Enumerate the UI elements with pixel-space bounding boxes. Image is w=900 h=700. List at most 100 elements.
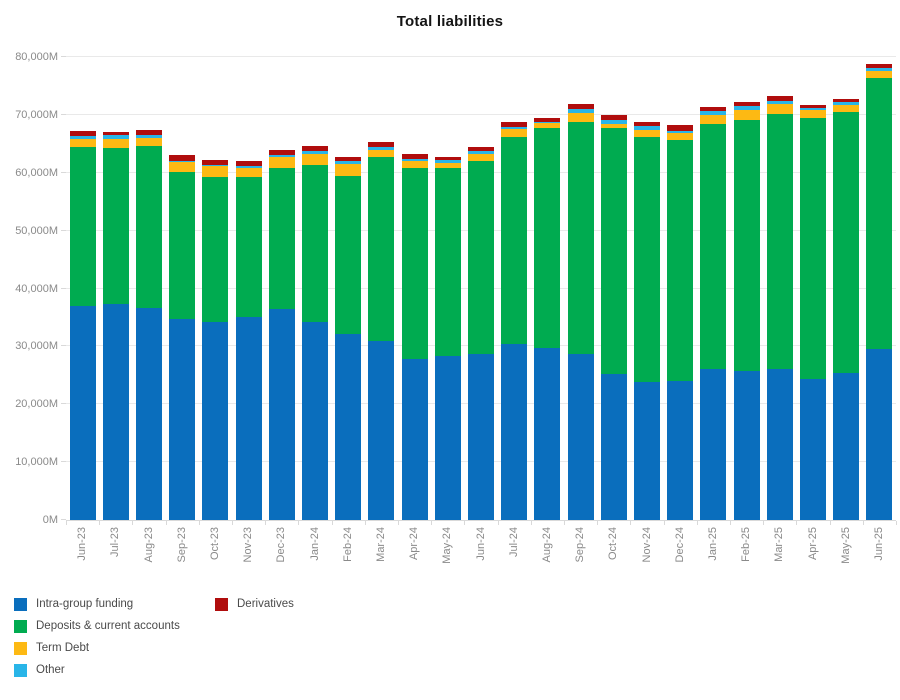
bar-segment-intra-group-funding-jul-23[interactable] (102, 304, 129, 520)
bar-segment-term-debt-jul-24[interactable] (501, 128, 528, 137)
bar-segment-derivatives-jan-25[interactable] (700, 106, 727, 112)
bar-segment-intra-group-funding-feb-24[interactable] (335, 333, 362, 520)
bar-segment-deposits-current-accounts-sep-23[interactable] (169, 171, 196, 320)
bar-segment-term-debt-sep-23[interactable] (169, 161, 196, 172)
bar-segment-other-dec-23[interactable] (268, 155, 295, 157)
bar-segment-deposits-current-accounts-jun-25[interactable] (866, 77, 893, 350)
bar-segment-term-debt-mar-25[interactable] (766, 104, 793, 114)
bar-sep-24[interactable] (567, 104, 594, 520)
bar-segment-other-aug-24[interactable] (534, 121, 561, 123)
bar-segment-term-debt-nov-23[interactable] (235, 168, 262, 178)
bar-segment-other-jul-23[interactable] (102, 134, 129, 139)
bar-segment-term-debt-may-25[interactable] (833, 105, 860, 112)
bar-segment-derivatives-feb-24[interactable] (335, 156, 362, 162)
bar-segment-term-debt-feb-25[interactable] (733, 109, 760, 120)
bar-segment-other-nov-23[interactable] (235, 166, 262, 169)
bar-segment-derivatives-oct-24[interactable] (600, 115, 627, 121)
bar-segment-term-debt-may-24[interactable] (434, 162, 461, 168)
legend-item-term-debt[interactable]: Term Debt (14, 642, 215, 655)
bar-may-24[interactable] (434, 156, 461, 520)
bar-segment-other-jul-24[interactable] (501, 127, 528, 129)
bar-sep-23[interactable] (169, 154, 196, 520)
bar-segment-derivatives-jun-25[interactable] (866, 63, 893, 69)
bar-segment-term-debt-dec-24[interactable] (667, 132, 694, 141)
bar-segment-deposits-current-accounts-jul-23[interactable] (102, 147, 129, 305)
bar-segment-intra-group-funding-may-24[interactable] (434, 355, 461, 520)
bar-segment-other-nov-24[interactable] (634, 126, 661, 130)
bar-segment-derivatives-may-25[interactable] (833, 99, 860, 103)
bar-segment-derivatives-jan-24[interactable] (302, 145, 329, 151)
bar-aug-23[interactable] (136, 129, 162, 520)
bar-segment-term-debt-oct-23[interactable] (202, 166, 229, 177)
legend-item-deposits-current-accounts[interactable]: Deposits & current accounts (14, 620, 215, 633)
bar-segment-intra-group-funding-jun-23[interactable] (69, 306, 96, 520)
bar-segment-term-debt-apr-25[interactable] (800, 110, 827, 118)
bar-segment-term-debt-aug-23[interactable] (136, 138, 162, 147)
bar-segment-term-debt-aug-24[interactable] (534, 123, 561, 129)
bar-segment-deposits-current-accounts-aug-24[interactable] (534, 128, 561, 349)
bar-segment-other-dec-24[interactable] (667, 130, 694, 133)
bar-segment-term-debt-sep-24[interactable] (567, 112, 594, 123)
bar-segment-other-aug-23[interactable] (136, 135, 162, 139)
bar-segment-intra-group-funding-dec-23[interactable] (268, 308, 295, 520)
bar-feb-24[interactable] (335, 156, 362, 520)
bar-segment-intra-group-funding-mar-24[interactable] (368, 341, 395, 520)
bar-segment-derivatives-jul-23[interactable] (102, 132, 129, 135)
bar-segment-term-debt-jan-25[interactable] (700, 114, 727, 124)
bar-jan-24[interactable] (302, 145, 329, 520)
bar-segment-intra-group-funding-sep-24[interactable] (567, 354, 594, 520)
bar-segment-deposits-current-accounts-apr-24[interactable] (401, 168, 428, 359)
bar-mar-25[interactable] (766, 95, 793, 520)
bar-apr-25[interactable] (800, 105, 827, 520)
bar-segment-derivatives-may-24[interactable] (434, 156, 461, 161)
bar-segment-term-debt-apr-24[interactable] (401, 161, 428, 169)
bar-segment-derivatives-dec-23[interactable] (268, 150, 295, 156)
bar-segment-other-feb-24[interactable] (335, 161, 362, 164)
bar-nov-23[interactable] (235, 161, 262, 520)
bar-segment-derivatives-apr-25[interactable] (800, 105, 827, 108)
bar-segment-deposits-current-accounts-sep-24[interactable] (567, 122, 594, 355)
bar-segment-intra-group-funding-may-25[interactable] (833, 373, 860, 520)
bar-mar-24[interactable] (368, 142, 395, 520)
bar-segment-intra-group-funding-aug-24[interactable] (534, 348, 561, 520)
bar-segment-deposits-current-accounts-nov-24[interactable] (634, 136, 661, 382)
bar-apr-24[interactable] (401, 154, 428, 520)
bar-segment-derivatives-aug-23[interactable] (136, 129, 162, 136)
bar-may-25[interactable] (833, 99, 860, 520)
bar-segment-term-debt-dec-23[interactable] (268, 156, 295, 168)
bar-segment-derivatives-jun-24[interactable] (468, 146, 495, 151)
bar-segment-intra-group-funding-nov-23[interactable] (235, 317, 262, 520)
legend-item-other[interactable]: Other (14, 664, 215, 677)
bar-segment-deposits-current-accounts-feb-24[interactable] (335, 175, 362, 334)
bar-segment-other-apr-24[interactable] (401, 158, 428, 162)
legend-item-intra-group-funding[interactable]: Intra-group funding (14, 598, 215, 611)
bar-segment-deposits-current-accounts-jan-25[interactable] (700, 123, 727, 369)
bar-segment-derivatives-mar-25[interactable] (766, 95, 793, 102)
bar-jun-23[interactable] (69, 131, 96, 520)
bar-segment-term-debt-feb-24[interactable] (335, 163, 362, 176)
bar-segment-other-jan-24[interactable] (302, 150, 329, 154)
legend-item-derivatives[interactable]: Derivatives (215, 598, 294, 611)
bar-segment-intra-group-funding-apr-24[interactable] (401, 358, 428, 520)
bar-segment-derivatives-apr-24[interactable] (401, 154, 428, 159)
bar-segment-intra-group-funding-sep-23[interactable] (169, 319, 196, 520)
bar-segment-derivatives-jun-23[interactable] (69, 131, 96, 136)
bar-segment-term-debt-jun-23[interactable] (69, 138, 96, 147)
bar-segment-term-debt-jul-23[interactable] (102, 138, 129, 148)
bar-segment-intra-group-funding-jan-24[interactable] (302, 322, 329, 520)
bar-aug-24[interactable] (534, 118, 561, 520)
bar-nov-24[interactable] (634, 121, 661, 520)
bar-segment-term-debt-nov-24[interactable] (634, 129, 661, 137)
bar-segment-derivatives-dec-24[interactable] (667, 124, 694, 131)
bar-segment-derivatives-jul-24[interactable] (501, 121, 528, 128)
bar-segment-derivatives-feb-25[interactable] (733, 101, 760, 107)
bar-segment-other-jun-23[interactable] (69, 135, 96, 139)
bar-jul-23[interactable] (102, 132, 129, 520)
bar-segment-derivatives-mar-24[interactable] (368, 142, 395, 148)
bar-segment-deposits-current-accounts-jan-24[interactable] (302, 165, 329, 323)
bar-segment-other-oct-23[interactable] (202, 165, 229, 167)
bar-segment-intra-group-funding-jun-24[interactable] (468, 354, 495, 520)
bar-segment-intra-group-funding-jul-24[interactable] (501, 344, 528, 520)
bar-jun-24[interactable] (468, 146, 495, 520)
bar-segment-deposits-current-accounts-jun-23[interactable] (69, 146, 96, 307)
